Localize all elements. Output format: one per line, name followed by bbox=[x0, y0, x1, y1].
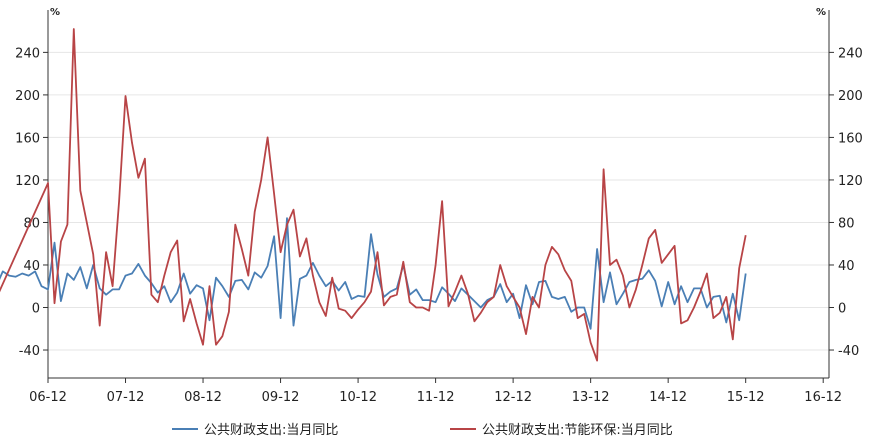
y-tick-label-right: 80 bbox=[838, 216, 855, 231]
x-tick-label: 09-12 bbox=[262, 390, 300, 405]
y-tick-label-left: 0 bbox=[32, 302, 40, 317]
y-tick-label-left: 240 bbox=[15, 46, 40, 61]
grid-lines bbox=[48, 51, 829, 351]
x-tick-label: 08-12 bbox=[184, 390, 222, 405]
x-tick-label: 12-12 bbox=[494, 390, 532, 405]
x-axis-ticks: 06-12 07-12 08-12 09-12 10-12 11-12 12-12 13-12… bbox=[29, 378, 842, 405]
x-tick-label: 06-12 bbox=[29, 390, 67, 405]
x-tick-label: 15-12 bbox=[727, 390, 765, 405]
y-tick-label-left: 120 bbox=[15, 174, 40, 189]
y-tick-label-right: 200 bbox=[838, 89, 863, 104]
x-tick-label: 07-12 bbox=[107, 390, 145, 405]
y-axis-right-ticks: -40 0 40 80 120 160 200 240 bbox=[829, 46, 863, 359]
legend-label-series-1: 公共财政支出:当月同比 bbox=[204, 423, 338, 438]
axes bbox=[47, 10, 830, 379]
series-lines bbox=[0, 28, 747, 362]
series-line-1 bbox=[0, 217, 747, 330]
y-tick-label-right: 120 bbox=[838, 174, 863, 189]
y-tick-label-right: 40 bbox=[838, 259, 855, 274]
series-line-2 bbox=[0, 28, 747, 362]
y-tick-label-right: 0 bbox=[838, 302, 846, 317]
y-tick-label-right: -40 bbox=[838, 344, 859, 359]
y-axis-right-unit: % bbox=[816, 7, 826, 18]
y-tick-label-left: 160 bbox=[15, 131, 40, 146]
legend-label-series-2: 公共财政支出:节能环保:当月同比 bbox=[482, 423, 673, 438]
y-tick-label-left: 40 bbox=[23, 259, 40, 274]
y-tick-label-left: -40 bbox=[19, 344, 40, 359]
legend: 公共财政支出:当月同比 公共财政支出:节能环保:当月同比 bbox=[172, 423, 673, 438]
x-tick-label: 11-12 bbox=[417, 390, 455, 405]
y-tick-label-left: 200 bbox=[15, 89, 40, 104]
x-tick-label: 16-12 bbox=[804, 390, 842, 405]
y-tick-label-right: 160 bbox=[838, 131, 863, 146]
x-tick-label: 14-12 bbox=[649, 390, 687, 405]
y-tick-label-right: 240 bbox=[838, 46, 863, 61]
y-axis-left-unit: % bbox=[50, 7, 60, 18]
x-tick-label: 10-12 bbox=[339, 390, 377, 405]
x-tick-label: 13-12 bbox=[572, 390, 610, 405]
